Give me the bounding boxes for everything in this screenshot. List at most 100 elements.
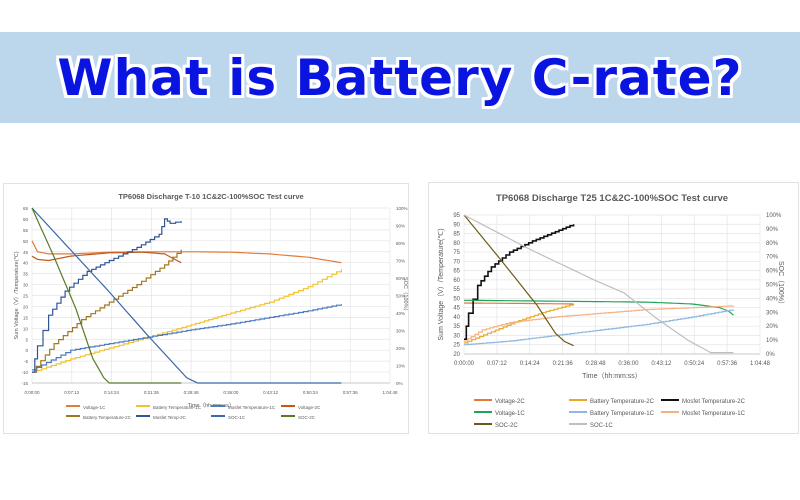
series-line [464,224,575,340]
chart-right-plot: TP6068 Discharge T25 1C&2C-100%SOC Test … [437,193,785,429]
y-tick-label: 50 [23,239,29,244]
legend-label: Voltage-2C [495,399,525,405]
chart-discharge-t25: TP6068 Discharge T25 1C&2C-100%SOC Test … [428,182,799,434]
y-tick-label: -5 [24,359,28,364]
legend-label: Mosfet Temperature-1C [682,411,746,417]
y-tick-label: 25 [453,343,460,349]
legend-label: Battery Temperature-1C [590,411,655,417]
x-tick-label: 0:00:00 [454,361,475,367]
y2-tick-label: 40% [396,311,405,316]
series-line [31,207,342,384]
x-tick-label: 0:21:36 [553,361,574,367]
legend-label: Battery Temperature-2C [590,399,655,405]
y-tick-label: 35 [453,324,460,330]
series-line [31,240,342,264]
y2-tick-label: 100% [766,213,782,219]
y2-tick-label: 50% [766,283,779,289]
y2-tick-label: 30% [396,329,405,334]
x-tick-label: 0:28:48 [184,390,200,395]
x-tick-label: 0:14:24 [104,390,120,395]
y-tick-label: 75 [453,250,460,256]
series-line [464,304,575,344]
banner-title: What is Battery C-rate? [57,48,743,107]
series-line [464,305,735,342]
y-tick-label: 40 [23,261,29,266]
x-tick-label: 0:36:00 [223,390,239,395]
y-tick-label: 30 [453,333,460,339]
x-tick-label: 1:04:48 [750,361,771,367]
y-tick-label: 85 [453,232,460,238]
legend-label: Battery Temperature-1C [153,405,202,410]
x-tick-label: 0:14:24 [520,361,541,367]
x-tick-label: 0:57:36 [717,361,738,367]
series-line [464,299,734,316]
y-tick-label: 70 [453,259,460,265]
y2-axis-label: SOC（100%） [402,277,408,314]
x-tick-label: 0:36:00 [618,361,639,367]
y-tick-label: -10 [21,370,28,375]
x-tick-label: 0:43:12 [651,361,672,367]
chart-title: TP6068 Discharge T25 1C&2C-100%SOC Test … [496,193,728,204]
y2-tick-label: 10% [766,338,779,344]
title-banner: What is Battery C-rate? [0,32,800,123]
y-tick-label: 65 [23,206,29,211]
y2-tick-label: 30% [766,310,779,316]
y-tick-label: 30 [23,283,29,288]
y-tick-label: 0 [25,348,28,353]
y2-tick-label: 90% [766,227,779,233]
series-line [32,249,182,373]
x-tick-label: 0:57:36 [343,390,359,395]
series-line [463,214,574,347]
y-tick-label: 60 [453,278,460,284]
x-axis-label: Time（hh:mm:ss） [582,372,642,380]
series-line [32,269,342,373]
y2-tick-label: 40% [766,296,779,302]
x-tick-label: 0:07:12 [64,390,80,395]
legend-label: Mosfet Temperature-1C [228,405,276,410]
series-line [463,214,734,354]
y2-tick-label: 70% [766,255,779,261]
y-tick-label: -15 [21,381,28,386]
legend-label: Mosfet Temp-2C [153,415,187,420]
y-tick-label: 40 [453,315,460,321]
y-tick-label: 35 [23,272,29,277]
legend-label: Battery Temperature-2C [83,415,132,420]
legend-label: SOC-2C [495,423,518,429]
x-tick-label: 0:50:24 [303,390,319,395]
y2-axis-label: SOC（100%） [777,261,785,308]
y-tick-label: 80 [453,241,460,247]
y2-tick-label: 70% [396,259,405,264]
x-tick-label: 0:07:12 [487,361,508,367]
y2-tick-label: 20% [766,324,779,330]
y2-tick-label: 20% [396,346,405,351]
y2-tick-label: 90% [396,224,405,229]
series-line [31,207,182,384]
y2-tick-label: 100% [396,206,408,211]
y2-tick-label: 60% [396,276,405,281]
legend-label: Mosfet Temperature-2C [682,399,746,405]
y-tick-label: 95 [453,213,460,219]
legend-label: SOC-2C [298,415,316,420]
chart-left-plot: TP6068 Discharge T-10 1C&2C-100%SOC Test… [13,192,408,420]
y-axis-label: Sum Voltage（V）/Temperature(℃) [13,251,20,339]
y-tick-label: 55 [23,228,29,233]
series-line [463,302,574,305]
y-tick-label: 5 [25,337,28,342]
y-tick-label: 45 [23,250,29,255]
y-tick-label: 20 [23,304,29,309]
legend-label: SOC-1C [590,423,613,429]
y-tick-label: 60 [23,217,29,222]
series-line [32,304,342,371]
y-axis-label: Sum Voltage（V）/Temperature(℃) [437,228,445,340]
x-tick-label: 0:28:48 [586,361,607,367]
y2-tick-label: 60% [766,269,779,275]
x-tick-label: 1:04:48 [382,390,398,395]
x-tick-label: 0:21:36 [144,390,160,395]
x-tick-label: 0:43:12 [263,390,279,395]
y2-tick-label: 80% [766,241,779,247]
y2-tick-label: 0% [396,381,403,386]
y2-tick-label: 10% [396,364,405,369]
y-tick-label: 45 [453,306,460,312]
y-tick-label: 25 [23,294,29,299]
y2-tick-label: 0% [766,352,775,358]
